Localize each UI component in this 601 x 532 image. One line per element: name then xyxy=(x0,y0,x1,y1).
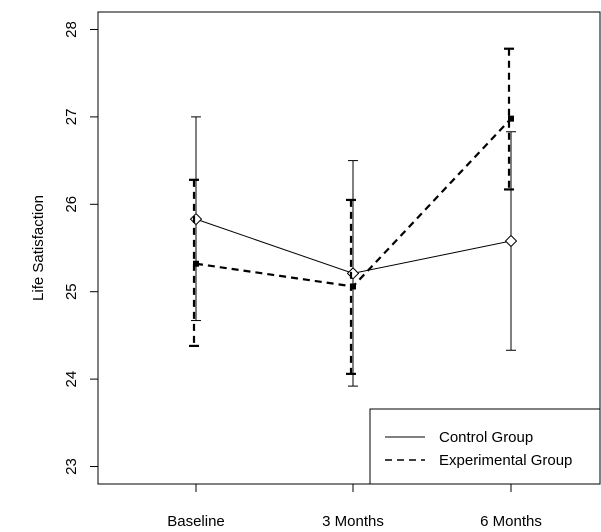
legend-label-experimental: Experimental Group xyxy=(439,452,572,469)
x-tick-label: Baseline xyxy=(167,513,225,530)
legend-box xyxy=(369,408,601,485)
y-tick-label: 23 xyxy=(63,458,80,475)
x-axis: Baseline 3 Months 6 Months xyxy=(167,484,542,530)
legend: Control Group Experimental Group xyxy=(369,408,601,485)
data-point xyxy=(193,260,199,267)
y-tick-label: 28 xyxy=(63,21,80,38)
y-tick-label: 24 xyxy=(63,371,80,388)
x-tick-label: 3 Months xyxy=(322,513,384,530)
data-point xyxy=(504,234,518,248)
data-point xyxy=(346,267,360,280)
x-tick-label: 6 Months xyxy=(480,513,542,530)
data-point xyxy=(350,283,356,290)
y-axis: 23 24 25 26 27 28 xyxy=(63,21,98,475)
data-point xyxy=(508,115,514,122)
y-tick-label: 26 xyxy=(63,196,80,213)
y-axis-label: Life Satisfaction xyxy=(30,195,47,301)
series-experimental-group xyxy=(189,47,514,375)
data-point xyxy=(189,212,203,226)
plot-frame xyxy=(97,11,601,485)
series-layer xyxy=(189,47,518,387)
series-control-group xyxy=(189,116,518,387)
y-tick-label: 27 xyxy=(63,109,80,126)
y-tick-label: 25 xyxy=(63,283,80,300)
legend-label-control: Control Group xyxy=(439,429,533,446)
